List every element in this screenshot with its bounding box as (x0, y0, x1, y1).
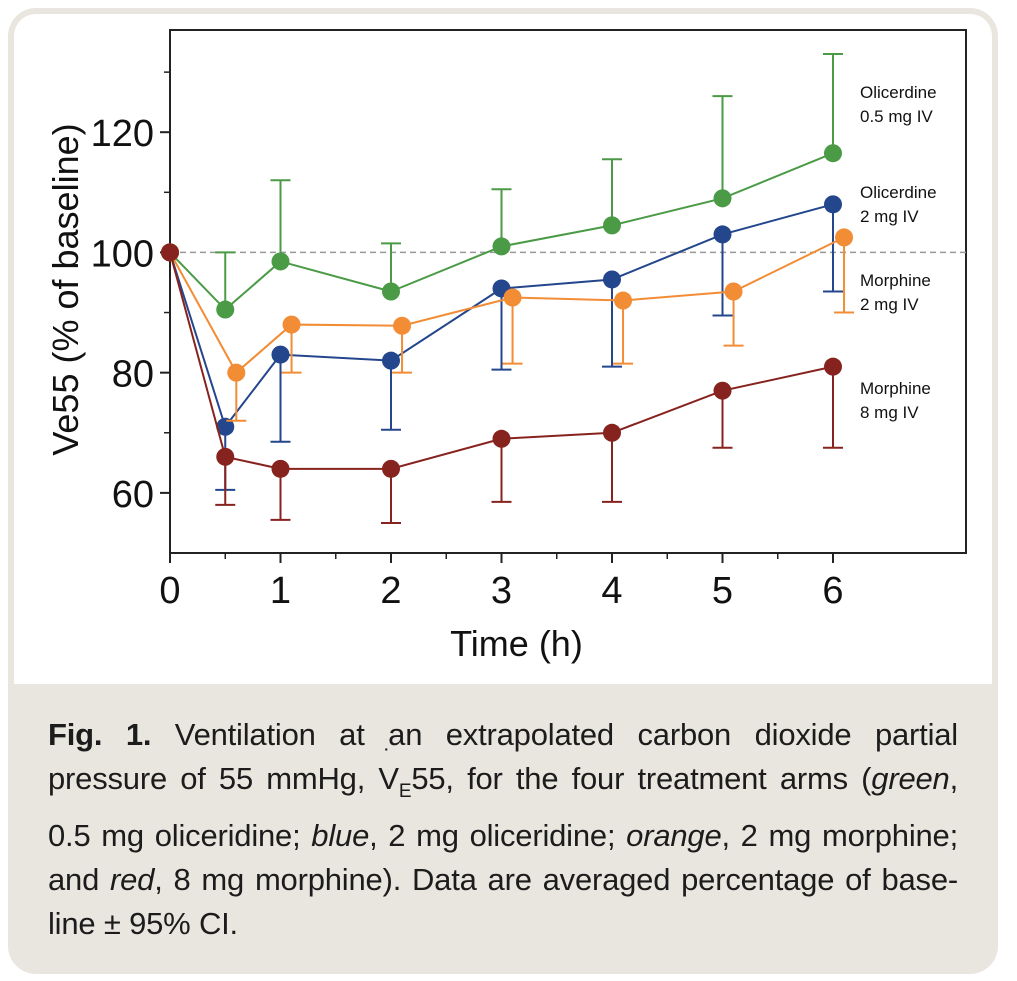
data-point (492, 237, 511, 256)
data-point (271, 459, 290, 478)
figure-caption: Fig. 1. Ventilation at an extrapolated c… (48, 713, 958, 946)
caption-text-4: , 2 mg oliceridine; (369, 818, 627, 853)
data-point (614, 291, 633, 310)
data-point (271, 252, 290, 271)
series-label-line-1: Olicerdine (860, 183, 937, 202)
ve-subscript: E (398, 781, 412, 802)
data-point (603, 423, 621, 442)
series-label-line-1: Morphine (860, 379, 931, 398)
y-tick-label-60: 60 (112, 474, 154, 516)
chart: 60 80 100 120 0 1 2 3 4 5 6 Time (h) Ve55 (% of base… (45, 29, 967, 664)
data-point (824, 195, 842, 214)
caption-text-5: , 2 mg morphine; and (48, 818, 959, 897)
caption-text-3: , 0.5 mg oliceridine; (48, 761, 958, 853)
data-point (393, 316, 412, 335)
x-tick-label-5: 5 (712, 570, 733, 612)
series-line (169, 203, 834, 429)
data-point (713, 225, 732, 244)
caption-text-2: , for the four treatment arms ( (445, 761, 872, 796)
series-label-line-2: 2 mg IV (860, 207, 919, 226)
data-point (216, 417, 235, 436)
series-3: Morphine 8 mg IV (161, 243, 931, 524)
series-label-line-2: 2 mg IV (860, 295, 919, 314)
series-label-line-1: Morphine (860, 271, 931, 290)
x-tick-label-2: 2 (380, 570, 401, 612)
series-1: Olicerdine 2 mg IV (161, 183, 937, 491)
y-tick-label-120: 120 (91, 113, 154, 155)
caption-label: Fig. 1. (48, 717, 152, 752)
series-0: Olicerdine 0.5 mg IV (161, 53, 937, 319)
ve-suffix: 55 (411, 761, 446, 796)
x-tick-label-3: 3 (491, 570, 512, 612)
ve-dot: ˙ (383, 745, 392, 772)
data-point (713, 381, 732, 400)
plot-panel: 60 80 100 120 0 1 2 3 4 5 6 Time (h) Ve55 (% of base… (14, 14, 992, 684)
data-point (824, 357, 842, 376)
data-point (227, 363, 246, 382)
plot-frame (169, 29, 967, 554)
ve-symbol: ˙ VE (378, 747, 412, 814)
data-point (382, 459, 400, 478)
data-point (382, 351, 400, 370)
caption-green: green (871, 761, 950, 796)
x-tick-label-6: 6 (822, 570, 843, 612)
data-point (603, 216, 621, 235)
caption-text-6: , 8 mg morphine). Data are averaged perc… (48, 862, 958, 941)
data-point (282, 315, 301, 334)
data-point (161, 243, 179, 262)
data-point (503, 288, 522, 307)
x-tick-label-4: 4 (601, 570, 622, 612)
series-label-line-2: 0.5 mg IV (860, 107, 933, 126)
caption-orange: orange (626, 818, 722, 853)
x-axis: 0 1 2 3 4 5 6 (159, 553, 844, 612)
data-point (724, 282, 743, 301)
data-point (603, 270, 621, 289)
x-tick-label-1: 1 (270, 570, 291, 612)
data-point (824, 144, 842, 163)
caption-red: red (110, 862, 155, 897)
data-point (216, 447, 235, 466)
y-axis-label: Ve55 (% of baseline) (45, 123, 86, 455)
x-tick-label-0: 0 (159, 570, 180, 612)
data-point (382, 282, 400, 301)
caption-blue: blue (311, 818, 370, 853)
y-axis: 60 80 100 120 (91, 71, 170, 516)
caption-text-1: Ventilation at an extrapolated carbon di… (48, 717, 958, 796)
data-point (216, 300, 235, 319)
series-2: Morphine 2 mg IV (161, 228, 931, 422)
x-axis-label: Time (h) (450, 623, 583, 664)
ve-letter: V (378, 761, 399, 796)
figure-card: 60 80 100 120 0 1 2 3 4 5 6 Time (h) Ve55 (% of base… (8, 8, 998, 974)
data-point (271, 345, 290, 364)
series-line (169, 152, 834, 311)
data-point (713, 189, 732, 208)
y-tick-label-80: 80 (112, 354, 154, 396)
y-tick-label-100: 100 (91, 233, 154, 275)
data-point (835, 228, 854, 247)
series-line (169, 236, 845, 375)
series-line (169, 252, 834, 470)
series-label-line-1: Olicerdine (860, 83, 937, 102)
series-label-line-2: 8 mg IV (860, 403, 919, 422)
data-point (492, 429, 511, 448)
